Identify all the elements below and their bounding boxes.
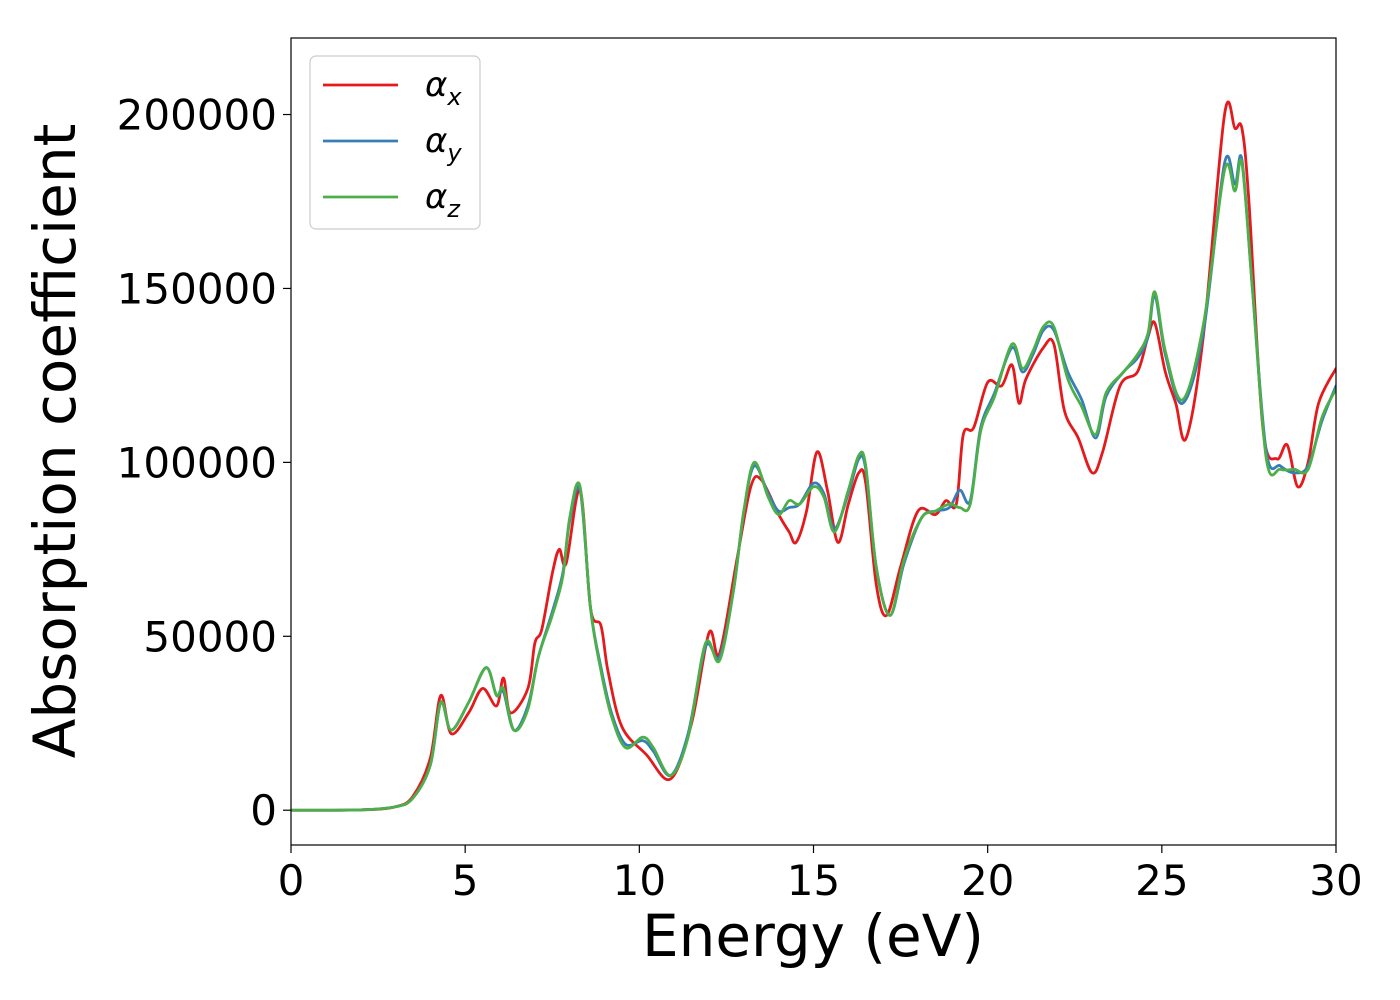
series-line-z <box>291 158 1336 812</box>
y-tick-label: 150000 <box>117 264 277 313</box>
y-axis: 0 50000 100000 150000 200000 <box>117 91 291 835</box>
y-axis-title: Absorption coefficient <box>21 124 89 759</box>
series-line-x <box>291 100 1336 812</box>
legend-label-z: αz <box>425 177 461 223</box>
legend-label-x: αx <box>425 65 462 111</box>
x-tick-label: 10 <box>613 856 666 905</box>
x-axis: 0 5 10 15 20 25 30 <box>278 845 1363 905</box>
x-tick-label: 30 <box>1309 856 1362 905</box>
legend: αx αy αz <box>309 55 481 230</box>
legend-box <box>309 55 481 230</box>
y-tick-label: 200000 <box>117 91 277 140</box>
x-tick-label: 25 <box>1135 856 1188 905</box>
y-tick-label: 100000 <box>117 438 277 487</box>
y-tick-label: 0 <box>250 786 277 835</box>
legend-label-y: αy <box>425 121 462 167</box>
x-tick-label: 15 <box>787 856 840 905</box>
y-tick-label: 50000 <box>143 612 277 661</box>
x-axis-title: Energy (eV) <box>642 902 984 970</box>
x-tick-label: 20 <box>961 856 1014 905</box>
x-tick-label: 5 <box>452 856 479 905</box>
x-tick-label: 0 <box>278 856 305 905</box>
